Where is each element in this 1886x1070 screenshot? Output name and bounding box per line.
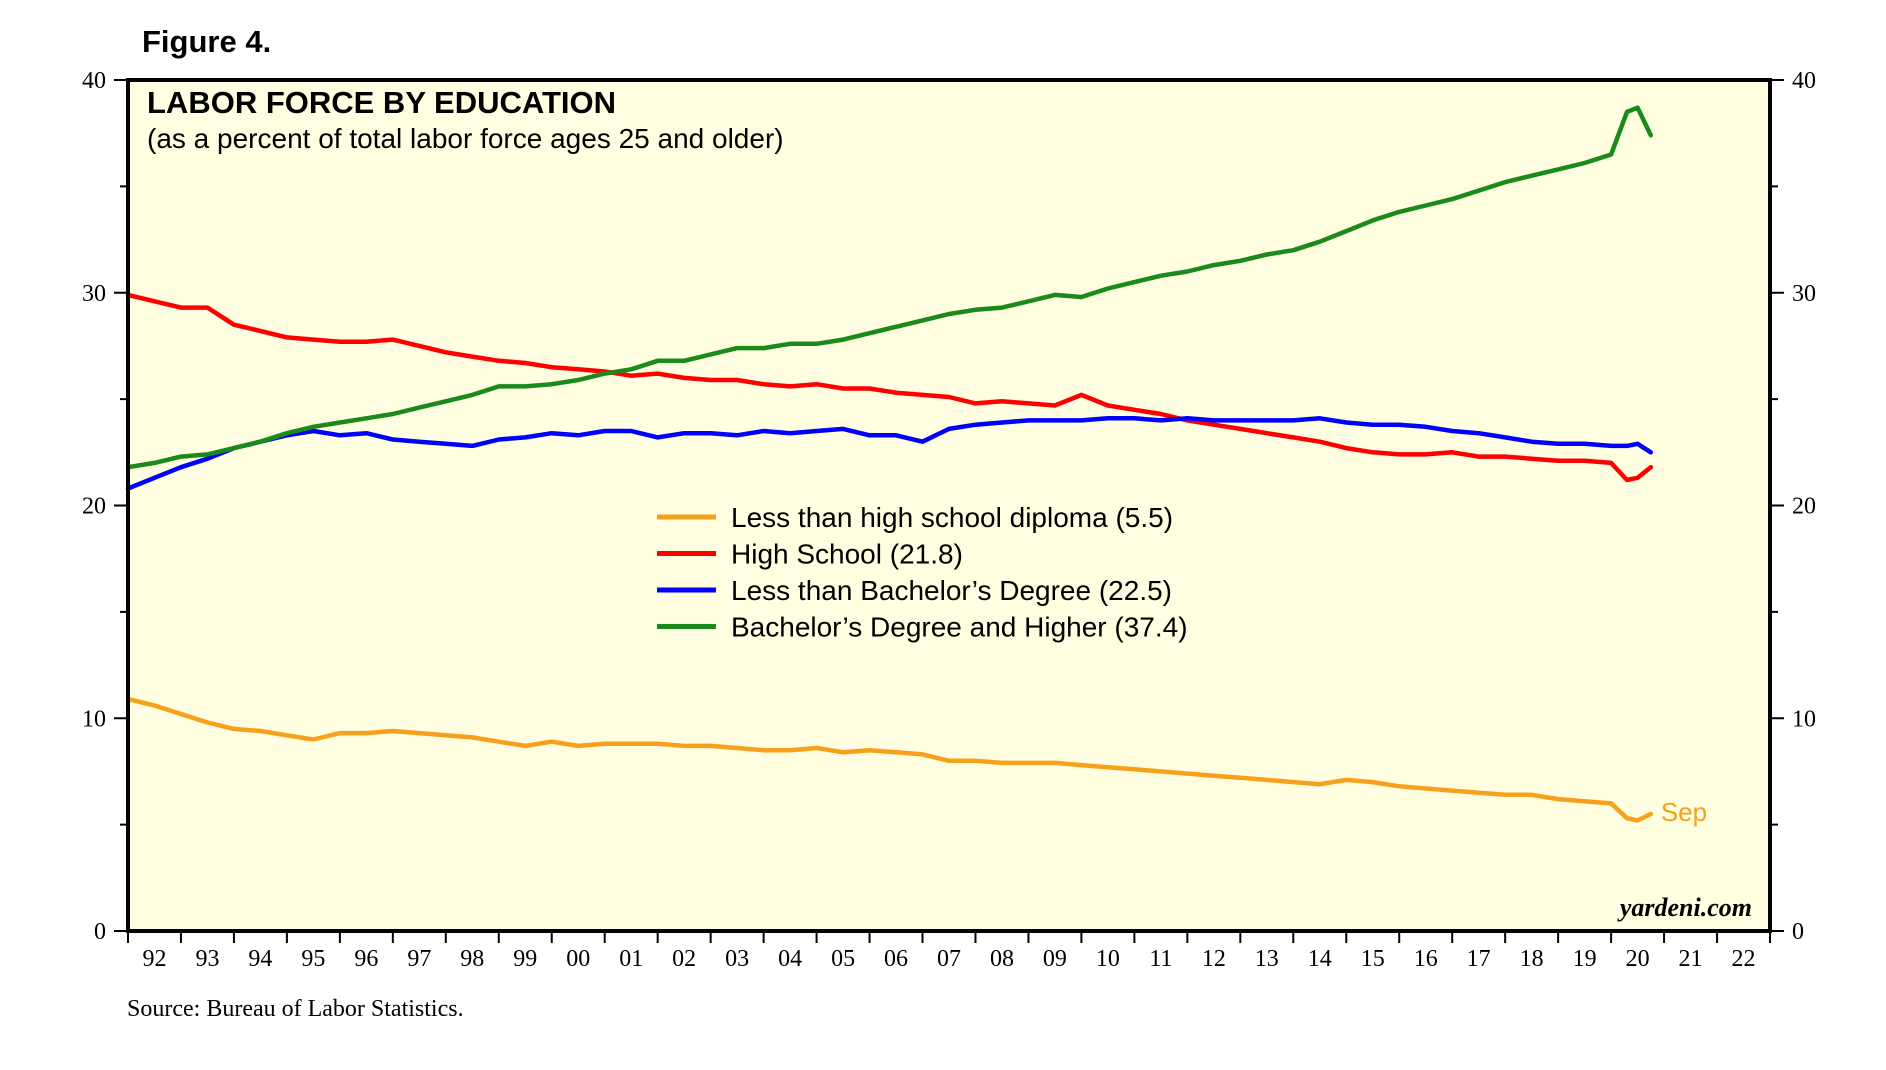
x-tick-label: 15 [1361,946,1385,972]
x-tick-label: 03 [725,946,749,972]
x-tick-label: 01 [619,946,643,972]
y-tick-label-right: 10 [1792,706,1816,732]
y-tick-label-right: 30 [1792,281,1816,307]
y-tick-label-left: 40 [82,68,106,94]
x-tick-label: 19 [1573,946,1597,972]
x-tick-label: 99 [513,946,537,972]
y-tick-label-left: 30 [82,281,106,307]
x-tick-label: 92 [142,946,166,972]
y-tick-label-right: 0 [1792,919,1804,945]
chart-title: LABOR FORCE BY EDUCATION [147,85,616,120]
series-line [125,416,1654,491]
series-line [125,105,1654,470]
x-tick-label: 07 [937,946,961,972]
source-note: Source: Bureau of Labor Statistics. [127,996,464,1022]
legend: Less than high school diploma (5.5) High … [657,502,1188,643]
x-tick-label: 08 [990,946,1014,972]
x-tick-label: 20 [1626,946,1650,972]
x-tick-label: 00 [566,946,590,972]
legend-label: Less than high school diploma (5.5) [731,502,1173,533]
y-tick-label-right: 20 [1792,494,1816,520]
end-annotation: Sep [1661,797,1707,827]
series-line [125,696,1654,823]
y-tick-label-left: 0 [94,919,106,945]
x-tick-label: 21 [1679,946,1703,972]
y-tick-label-right: 40 [1792,68,1816,94]
x-tick-label: 14 [1308,946,1332,972]
chart-subtitle: (as a percent of total labor force ages … [147,123,784,154]
x-tick-label: 22 [1732,946,1756,972]
x-tick-label: 05 [831,946,855,972]
legend-label: Less than Bachelor’s Degree (22.5) [731,575,1172,606]
series-line [125,292,1654,483]
x-tick-label: 96 [354,946,378,972]
x-tick-label: 09 [1043,946,1067,972]
y-axis-right: 0 10 20 30 40 [1770,68,1816,945]
x-tick-label: 02 [672,946,696,972]
legend-label: Bachelor’s Degree and Higher (37.4) [731,612,1188,643]
x-tick-label: 98 [460,946,484,972]
x-tick-label: 11 [1149,946,1172,972]
x-tick-label: 97 [407,946,431,972]
x-tick-label: 16 [1414,946,1438,972]
watermark: yardeni.com [1617,893,1752,922]
x-tick-label: 06 [884,946,908,972]
y-axis-left: 0 10 20 30 40 [82,68,128,945]
x-tick-label: 95 [301,946,325,972]
figure-label: Figure 4. [142,24,272,59]
y-tick-label-left: 20 [82,494,106,520]
x-tick-label: 10 [1096,946,1120,972]
legend-label: High School (21.8) [731,539,963,570]
x-tick-label: 18 [1520,946,1544,972]
x-tick-label: 12 [1202,946,1226,972]
x-tick-label: 93 [195,946,219,972]
series-lines [125,105,1654,823]
x-tick-label: 13 [1255,946,1279,972]
y-tick-label-left: 10 [82,706,106,732]
plot-area [128,80,1770,931]
plot-frame [126,78,1772,933]
x-tick-label: 17 [1467,946,1491,972]
x-tick-label: 04 [778,946,802,972]
x-tick-label: 94 [248,946,272,972]
x-axis: 92 93 94 95 96 97 98 99 00 01 02 03 04 05 06 07 08 09 10 11… [127,931,1771,972]
